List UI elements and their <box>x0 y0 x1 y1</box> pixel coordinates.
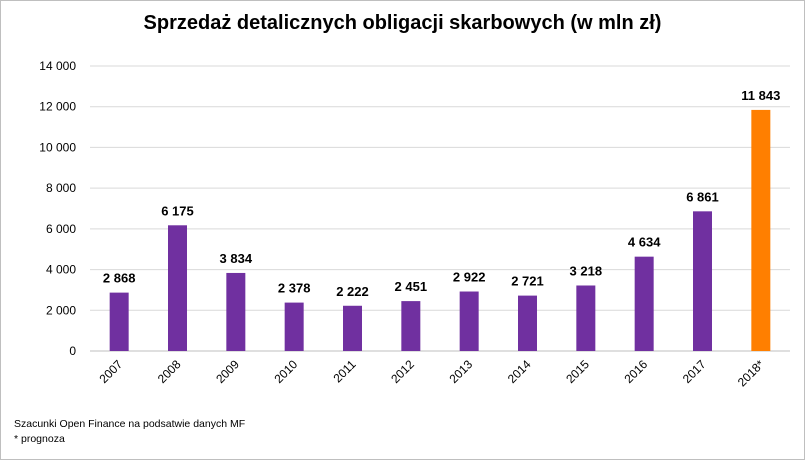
value-label: 2 451 <box>395 279 428 294</box>
bar <box>226 272 246 351</box>
chart-title: Sprzedaż detalicznych obligacji skarbowy… <box>143 12 662 34</box>
y-tick-label: 2 000 <box>46 303 76 317</box>
value-label: 2 222 <box>336 284 369 299</box>
bar <box>576 285 596 351</box>
bar <box>401 301 421 351</box>
value-label: 2 868 <box>103 271 136 286</box>
y-tick-label: 8 000 <box>46 181 76 195</box>
x-tick-label: 2014 <box>505 357 534 386</box>
value-label: 3 218 <box>570 263 603 278</box>
bar <box>693 211 712 351</box>
x-tick-label: 2012 <box>388 357 417 386</box>
x-tick-label: 2016 <box>622 357 651 386</box>
x-tick-label: 2011 <box>330 357 358 385</box>
value-label: 2 721 <box>511 274 544 289</box>
x-tick-label: 2009 <box>213 357 242 386</box>
value-label: 4 634 <box>628 235 661 250</box>
bar-chart: 0 2 000 4 000 6 000 8 000 10 000 12 000 14 000 2… <box>39 59 790 389</box>
bar <box>284 302 304 351</box>
value-label: 6 861 <box>686 189 719 204</box>
value-label: 2 922 <box>453 270 486 285</box>
x-tick-label: 2017 <box>680 357 709 386</box>
bar <box>343 305 362 351</box>
x-tick-label: 2007 <box>97 357 126 386</box>
x-tick-label: 2010 <box>272 357 301 386</box>
value-label: 11 843 <box>741 88 780 103</box>
bar <box>751 109 771 351</box>
bar <box>518 295 537 351</box>
bar <box>459 291 479 351</box>
y-tick-label: 12 000 <box>39 100 76 114</box>
y-tick-label: 4 000 <box>46 263 76 277</box>
value-label: 2 378 <box>278 281 311 296</box>
y-tick-label: 10 000 <box>39 140 76 154</box>
y-tick-label: 0 <box>69 344 76 358</box>
x-tick-label: 2018* <box>735 357 767 389</box>
bar <box>168 225 187 351</box>
y-tick-label: 14 000 <box>39 59 76 73</box>
forecast-note: * prognoza <box>14 433 65 445</box>
bar <box>109 292 129 351</box>
x-tick-label: 2015 <box>563 357 592 386</box>
value-label: 3 834 <box>220 251 253 266</box>
value-label: 6 175 <box>161 203 194 218</box>
bar <box>634 256 654 351</box>
y-tick-label: 6 000 <box>46 222 76 236</box>
x-tick-label: 2013 <box>447 357 476 386</box>
x-tick-label: 2008 <box>155 357 184 386</box>
source-note: Szacunki Open Finance na podsatwie danyc… <box>14 418 246 430</box>
